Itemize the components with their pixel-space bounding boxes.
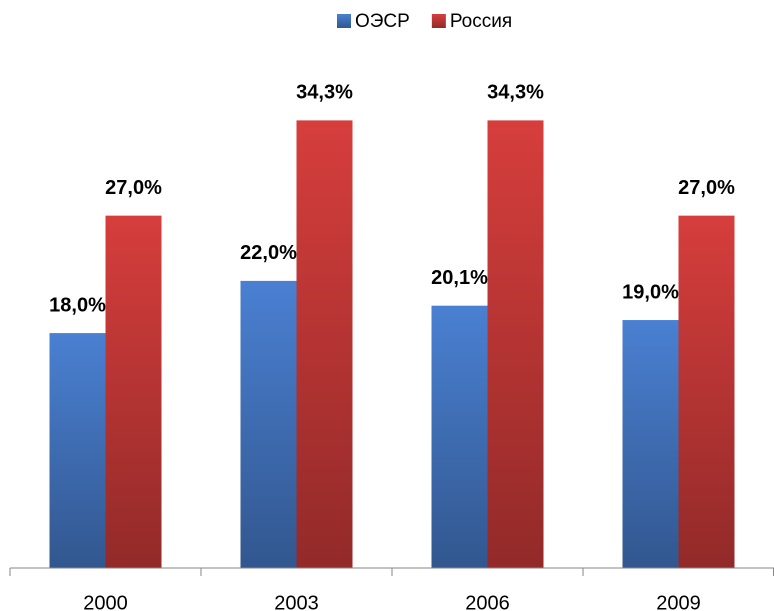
- bar: [49, 333, 106, 568]
- bar: [296, 120, 353, 568]
- value-label: 34,3%: [296, 82, 353, 104]
- value-label: 18,0%: [49, 294, 106, 316]
- x-tick-label: 2009: [656, 592, 701, 611]
- legend: ОЭСР Россия: [337, 11, 512, 32]
- legend-label: Россия: [450, 11, 512, 32]
- value-label: 27,0%: [678, 177, 735, 199]
- bar: [240, 280, 297, 568]
- value-label: 20,1%: [431, 267, 488, 289]
- legend-swatch: [337, 14, 351, 28]
- bar: [431, 305, 488, 568]
- bar: [487, 120, 544, 568]
- value-label: 34,3%: [487, 82, 544, 104]
- bar: [622, 320, 679, 568]
- legend-label: ОЭСР: [355, 11, 410, 32]
- x-tick-label: 2006: [465, 592, 510, 611]
- legend-swatch: [431, 14, 446, 28]
- value-label: 27,0%: [105, 177, 162, 199]
- x-tick-label: 2000: [83, 592, 128, 611]
- x-tick-label: 2003: [274, 592, 319, 611]
- bar: [678, 215, 735, 568]
- value-label: 19,0%: [622, 281, 679, 303]
- value-label: 22,0%: [240, 242, 297, 264]
- bar: [105, 215, 162, 568]
